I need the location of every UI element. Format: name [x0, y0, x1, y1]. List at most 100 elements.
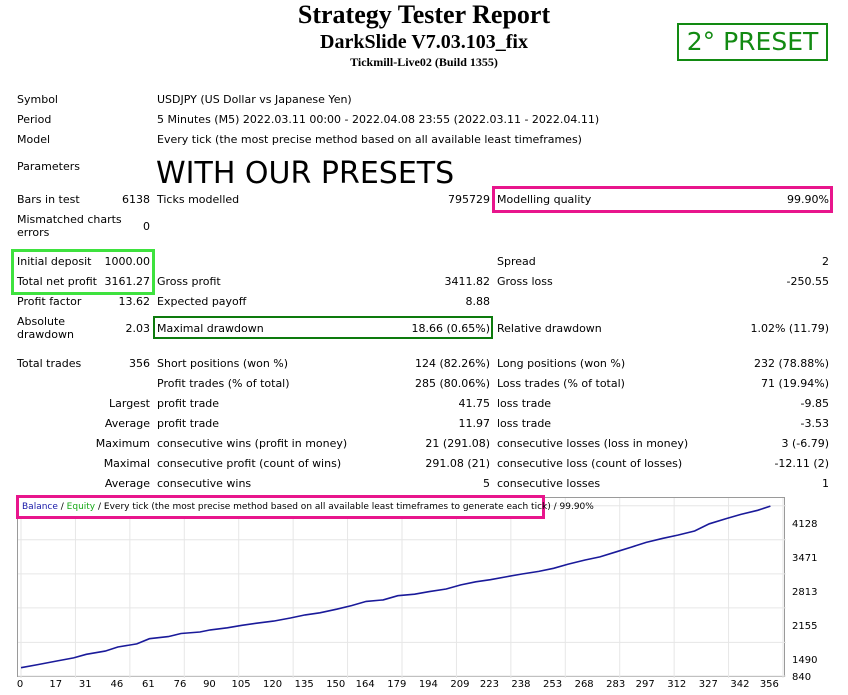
largest-label: Largest — [109, 397, 150, 410]
expected-payoff-value: 8.88 — [465, 295, 491, 308]
balance-chart-svg — [18, 498, 786, 678]
x-tick-label: 150 — [326, 679, 346, 690]
x-tick-label: 253 — [543, 679, 563, 690]
average-consecutive-wins-label: consecutive wins — [157, 477, 252, 490]
legend-balance: Balance — [22, 502, 58, 512]
total-trades-label: Total trades — [17, 357, 82, 370]
gross-loss-value: -250.55 — [786, 275, 829, 288]
period-label: Period — [17, 113, 52, 126]
maximal-drawdown-value: 18.66 (0.65%) — [411, 322, 490, 335]
profit-factor-label: Profit factor — [17, 295, 82, 308]
x-tick-label: 238 — [511, 679, 531, 690]
expected-payoff-label: Expected payoff — [157, 295, 247, 308]
x-tick-label: 120 — [263, 679, 283, 690]
x-tick-label: 194 — [418, 679, 438, 690]
long-positions-value: 232 (78.88%) — [753, 357, 829, 370]
maximum-label: Maximum — [95, 437, 150, 450]
x-tick-label: 223 — [479, 679, 499, 690]
profit-factor-value: 13.62 — [118, 295, 151, 308]
maximal-consecutive-profit-label: consecutive profit (count of wins) — [157, 457, 342, 470]
legend-separator: / — [57, 502, 67, 512]
relative-drawdown-value: 1.02% (11.79) — [750, 322, 829, 335]
initial-deposit-value: 1000.00 — [104, 255, 151, 268]
x-tick-label: 105 — [231, 679, 251, 690]
balance-chart — [17, 497, 786, 678]
x-tick-label: 76 — [173, 679, 187, 690]
largest-profit-label: profit trade — [157, 397, 220, 410]
short-positions-label: Short positions (won %) — [157, 357, 289, 370]
model-label: Model — [17, 133, 51, 146]
average-loss-label: loss trade — [497, 417, 552, 430]
period-value: 5 Minutes (M5) 2022.03.11 00:00 - 2022.0… — [157, 113, 600, 126]
profit-trades-value: 285 (80.06%) — [414, 377, 490, 390]
symbol-value: USDJPY (US Dollar vs Japanese Yen) — [157, 93, 352, 106]
max-consecutive-losses-value: 3 (-6.79) — [781, 437, 829, 450]
y-tick-label: 2155 — [792, 620, 818, 632]
largest-loss-value: -9.85 — [800, 397, 829, 410]
average-profit-label: profit trade — [157, 417, 220, 430]
x-tick-label: 342 — [730, 679, 750, 690]
gross-profit-value: 3411.82 — [444, 275, 491, 288]
x-tick-label: 312 — [667, 679, 687, 690]
loss-trades-label: Loss trades (% of total) — [497, 377, 625, 390]
largest-profit-value: 41.75 — [458, 397, 491, 410]
bars-label: Bars in test — [17, 193, 80, 206]
y-tick-label: 2813 — [792, 586, 818, 598]
average-label: Average — [104, 417, 150, 430]
x-tick-label: 297 — [635, 679, 655, 690]
x-tick-label: 179 — [387, 679, 407, 690]
spread-label: Spread — [497, 255, 536, 268]
x-tick-label: 327 — [698, 679, 718, 690]
profit-trades-label: Profit trades (% of total) — [157, 377, 290, 390]
gross-profit-label: Gross profit — [157, 275, 221, 288]
x-tick-label: 0 — [16, 679, 24, 690]
parameters-note: WITH OUR PRESETS — [156, 156, 455, 191]
total-trades-value: 356 — [129, 357, 150, 370]
absolute-drawdown-label: Absolute — [17, 315, 66, 328]
mismatch-value: 0 — [143, 220, 150, 233]
x-tick-label: 283 — [606, 679, 626, 690]
net-profit-label: Total net profit — [17, 275, 97, 288]
maximal-label: Maximal — [103, 457, 150, 470]
preset-badge: 2° PRESET — [677, 23, 828, 61]
drawdown-highlight — [153, 316, 493, 339]
deposit-highlight — [11, 249, 155, 295]
average-consecutive-losses-value: 1 — [822, 477, 829, 490]
average-profit-value: 11.97 — [458, 417, 491, 430]
y-tick-label: 3471 — [792, 552, 818, 564]
quality-highlight — [492, 186, 833, 213]
legend-equity: Equity — [66, 502, 96, 512]
parameters-label: Parameters — [17, 160, 80, 173]
net-profit-value: 3161.27 — [104, 275, 151, 288]
largest-loss-label: loss trade — [497, 397, 552, 410]
y-tick-label: 840 — [792, 672, 812, 683]
x-tick-label: 61 — [142, 679, 155, 690]
max-consecutive-losses-label: consecutive losses (loss in money) — [497, 437, 689, 450]
initial-deposit-label: Initial deposit — [17, 255, 92, 268]
series-line-balance — [20, 505, 771, 669]
x-tick-label: 90 — [203, 679, 216, 690]
x-tick-label: 135 — [294, 679, 314, 690]
quality-label: Modelling quality — [497, 193, 592, 206]
legend-model: / Every tick (the most precise method ba… — [95, 502, 551, 512]
chart-legend: Balance / Equity / Every tick (the most … — [16, 495, 594, 519]
average-consecutive-wins-value: 5 — [483, 477, 490, 490]
model-value: Every tick (the most precise method base… — [157, 133, 582, 146]
symbol-label: Symbol — [17, 93, 58, 106]
relative-drawdown-label: Relative drawdown — [497, 322, 602, 335]
y-tick-label: 1490 — [792, 655, 818, 667]
quality-value: 99.90% — [787, 193, 829, 206]
x-tick-label: 209 — [450, 679, 470, 690]
x-tick-label: 356 — [759, 679, 779, 690]
max-consecutive-wins-value: 21 (291.08) — [425, 437, 490, 450]
gross-loss-label: Gross loss — [497, 275, 553, 288]
x-tick-label: 46 — [110, 679, 124, 690]
average-consecutive-losses-label: consecutive losses — [497, 477, 601, 490]
maximal-consecutive-loss-value: -12.11 (2) — [774, 457, 829, 470]
max-consecutive-wins-label: consecutive wins (profit in money) — [157, 437, 348, 450]
maximal-consecutive-profit-value: 291.08 (21) — [425, 457, 490, 470]
short-positions-value: 124 (82.26%) — [414, 357, 490, 370]
mismatch-label-2: errors — [17, 226, 50, 239]
mismatch-label: Mismatched charts — [17, 213, 122, 226]
absolute-drawdown-value: 2.03 — [125, 322, 151, 335]
